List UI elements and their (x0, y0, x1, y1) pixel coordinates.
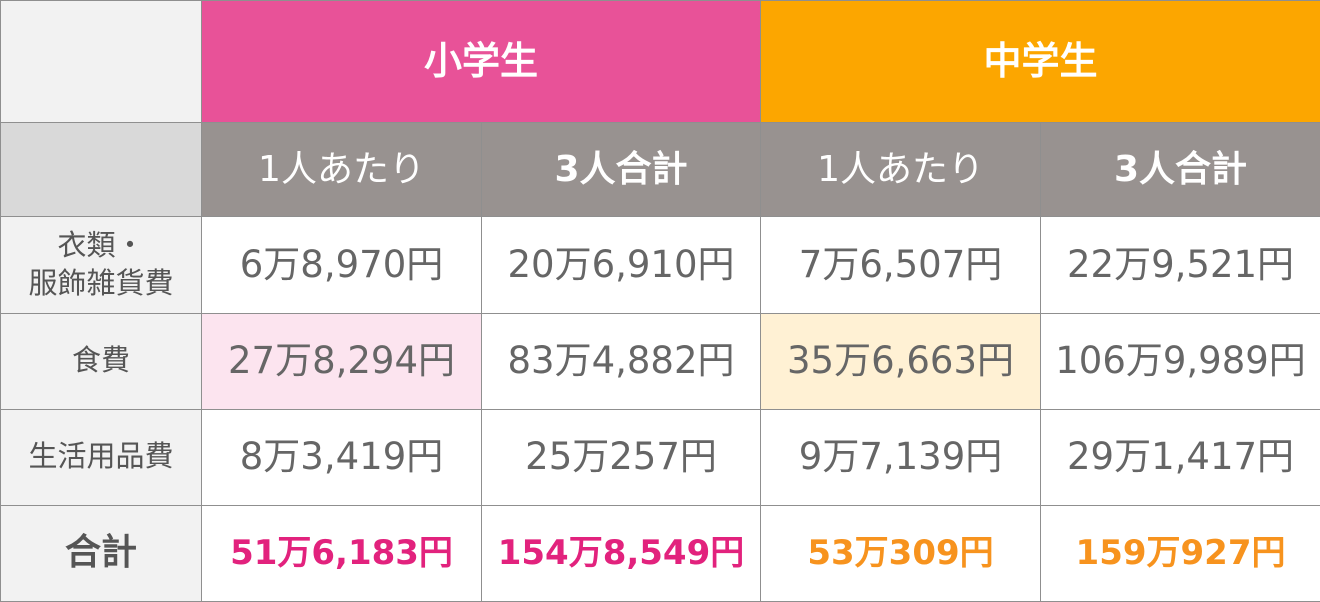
table-cell: 20万6,910円 (480, 216, 762, 314)
table-cell-highlighted: 35万6,663円 (760, 312, 1042, 410)
total-cell: 154万8,549円 (480, 504, 762, 602)
table-cell: 9万7,139円 (760, 408, 1042, 506)
sub-header-junior-high-per-person: 1人あたり (760, 122, 1042, 218)
table-cell: 106万9,989円 (1040, 312, 1320, 410)
corner-cell (0, 0, 202, 124)
row-label-clothing-line2: 服飾雑貨費 (28, 265, 174, 300)
total-cell: 53万309円 (760, 504, 1042, 602)
sub-header-elementary-per-person: 1人あたり (201, 122, 482, 218)
row-label-food: 食費 (0, 312, 202, 410)
sub-header-junior-high-three-total: 3人合計 (1040, 122, 1320, 218)
sub-header-elementary-three-total: 3人合計 (480, 122, 762, 218)
row-label-daily-goods: 生活用品費 (0, 408, 202, 506)
total-cell: 159万927円 (1040, 504, 1320, 602)
table-cell: 22万9,521円 (1040, 216, 1320, 314)
table-cell: 7万6,507円 (760, 216, 1042, 314)
corner-sub-cell (0, 122, 202, 218)
table-cell: 29万1,417円 (1040, 408, 1320, 506)
table-row-food: 食費 27万8,294円 83万4,882円 35万6,663円 106万9,9… (0, 312, 1320, 410)
table-cell: 8万3,419円 (201, 408, 482, 506)
row-label-clothing-line1: 衣類・ (57, 228, 145, 263)
row-label-total: 合計 (0, 504, 202, 602)
group-header-row: 小学生 中学生 (0, 0, 1320, 124)
table-cell: 6万8,970円 (201, 216, 482, 314)
sub-header-row: 1人あたり 3人合計 1人あたり 3人合計 (0, 122, 1320, 218)
table-cell: 25万257円 (480, 408, 762, 506)
table-cell: 83万4,882円 (480, 312, 762, 410)
table-row-total: 合計 51万6,183円 154万8,549円 53万309円 159万927円 (0, 504, 1320, 602)
table-cell-highlighted: 27万8,294円 (201, 312, 482, 410)
table-row-daily-goods: 生活用品費 8万3,419円 25万257円 9万7,139円 29万1,417… (0, 408, 1320, 506)
total-cell: 51万6,183円 (201, 504, 482, 602)
group-header-junior-high: 中学生 (760, 0, 1320, 124)
row-label-clothing: 衣類・ 服飾雑貨費 (0, 216, 202, 314)
table-row-clothing: 衣類・ 服飾雑貨費 6万8,970円 20万6,910円 7万6,507円 22… (0, 216, 1320, 314)
group-header-elementary: 小学生 (200, 0, 762, 124)
